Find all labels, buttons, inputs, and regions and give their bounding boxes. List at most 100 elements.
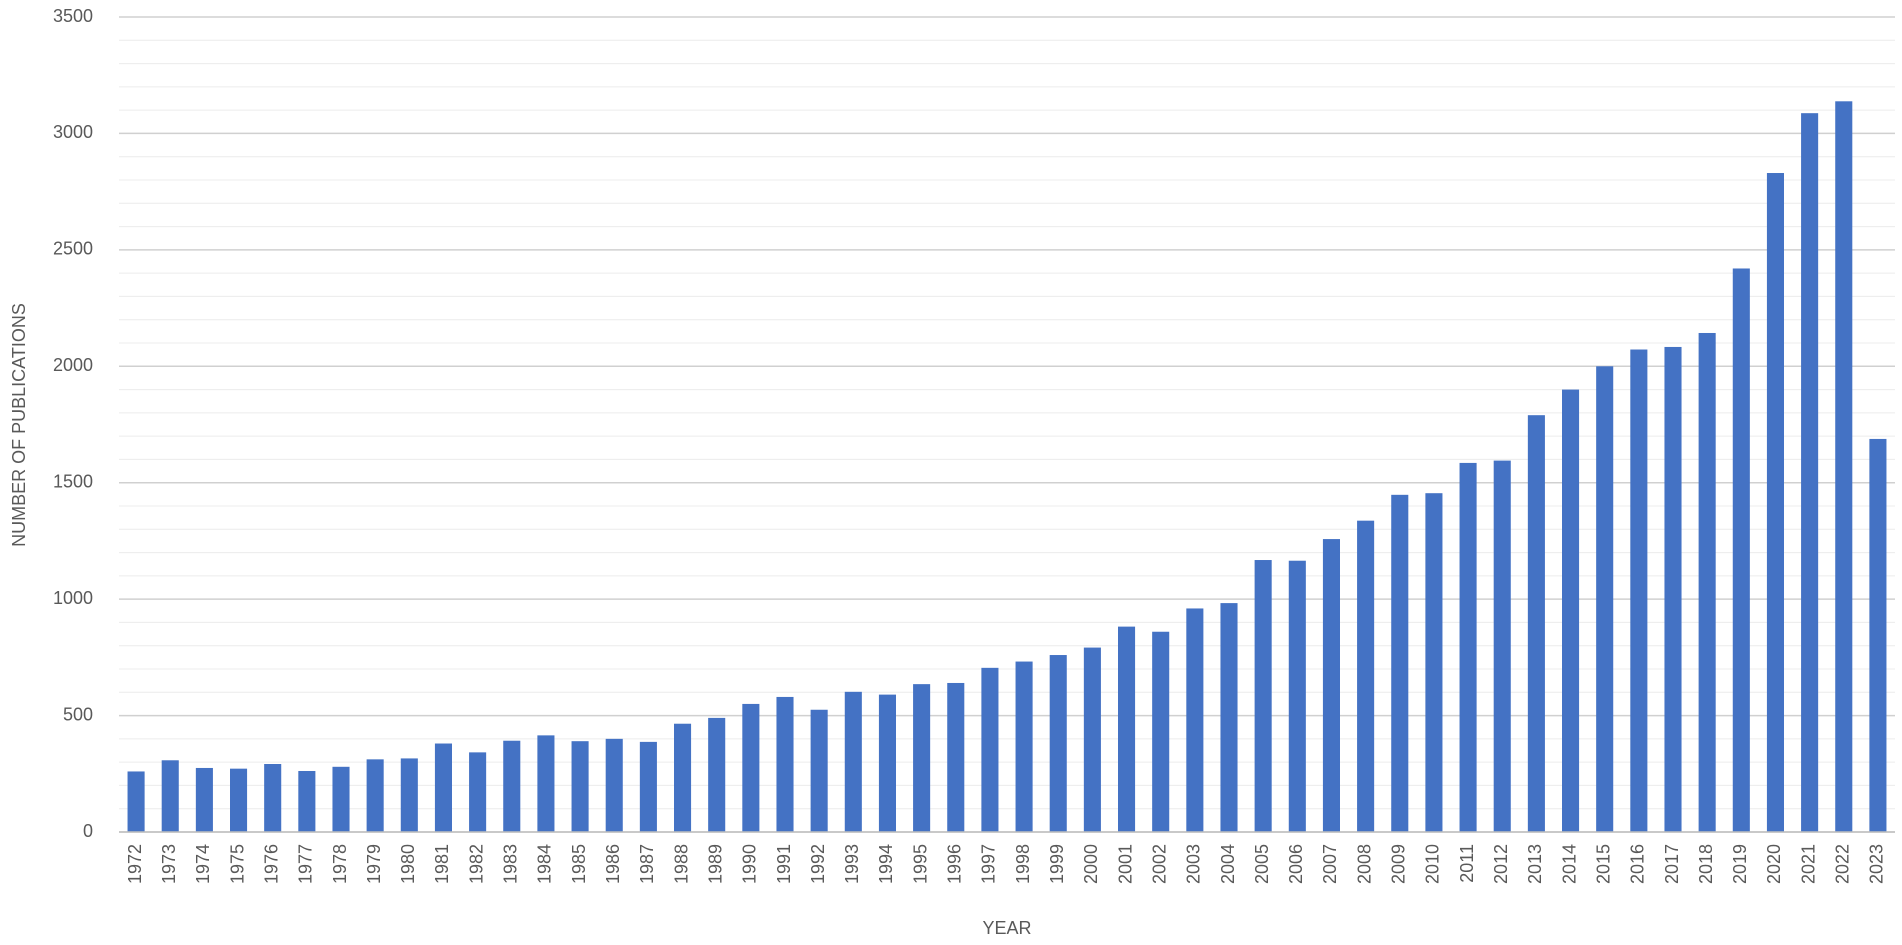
bar [878, 694, 896, 832]
x-tick-label: 1972 [125, 844, 145, 884]
bar [1493, 460, 1511, 832]
x-tick-label: 1976 [261, 844, 281, 884]
x-tick-label: 2021 [1798, 844, 1818, 884]
bar [571, 741, 589, 832]
x-tick-label: 1987 [637, 844, 657, 884]
x-tick-label: 2019 [1730, 844, 1750, 884]
x-axis-title: YEAR [982, 918, 1031, 938]
bar [1357, 520, 1375, 832]
bar [1596, 366, 1614, 832]
bar [1766, 173, 1784, 832]
x-tick-label: 1986 [603, 844, 623, 884]
x-tick-label: 1985 [569, 844, 589, 884]
bar [1322, 539, 1340, 832]
bar [913, 684, 931, 832]
x-tick-label: 2017 [1662, 844, 1682, 884]
x-tick-label: 1978 [330, 844, 350, 884]
bar [1152, 631, 1170, 832]
bar [1083, 647, 1101, 832]
bar [264, 764, 282, 832]
x-tick-label: 1994 [876, 844, 896, 884]
x-tick-label: 2022 [1833, 844, 1853, 884]
y-tick-label: 2500 [53, 239, 93, 259]
bar [298, 770, 316, 832]
bar [981, 667, 999, 832]
bar [1288, 560, 1306, 832]
y-tick-label: 0 [83, 821, 93, 841]
bar [230, 768, 248, 832]
x-tick-label: 2014 [1559, 844, 1579, 884]
bar [366, 759, 384, 832]
x-tick-label: 1983 [501, 844, 521, 884]
x-tick-label: 2009 [1389, 844, 1409, 884]
x-tick-label: 1979 [364, 844, 384, 884]
bar [503, 740, 521, 832]
x-tick-label: 2012 [1491, 844, 1511, 884]
x-tick-label: 2020 [1764, 844, 1784, 884]
y-axis-title: NUMBER OF PUBLICATIONS [9, 303, 29, 547]
bar [161, 760, 179, 832]
bar [1254, 560, 1272, 832]
bar [1015, 661, 1033, 832]
bar [1391, 494, 1409, 832]
x-tick-label: 2011 [1457, 844, 1477, 883]
x-tick-label: 2023 [1867, 844, 1887, 884]
x-tick-label: 1999 [1047, 844, 1067, 884]
y-tick-label: 3000 [53, 122, 93, 142]
x-tick-label: 1977 [296, 844, 316, 884]
bar [400, 758, 418, 832]
bar [776, 696, 794, 832]
x-tick-label: 2015 [1593, 844, 1613, 884]
bar [469, 752, 487, 832]
bar [810, 709, 828, 832]
x-tick-label: 2013 [1525, 844, 1545, 884]
bar [1118, 626, 1136, 832]
x-tick-label: 1989 [705, 844, 725, 884]
y-tick-label: 500 [63, 704, 93, 724]
x-tick-label: 1982 [466, 844, 486, 884]
y-tick-label: 3500 [53, 6, 93, 26]
bar [1664, 346, 1682, 832]
bar [1220, 603, 1238, 832]
bar [1459, 462, 1477, 832]
x-tick-label: 1988 [671, 844, 691, 884]
x-tick-label: 1973 [159, 844, 179, 884]
x-tick-label: 2016 [1628, 844, 1648, 884]
bar [1630, 349, 1648, 832]
x-tick-label: 1974 [193, 844, 213, 884]
bar [195, 767, 213, 832]
x-tick-label: 1997 [979, 844, 999, 884]
x-tick-label: 1991 [774, 844, 794, 884]
x-tick-label: 1981 [432, 844, 452, 884]
bar [674, 723, 692, 832]
x-tick-label: 1996 [945, 844, 965, 884]
y-tick-label: 1000 [53, 588, 93, 608]
y-tick-label: 2000 [53, 355, 93, 375]
x-tick-label: 2003 [1184, 844, 1204, 884]
x-tick-label: 2000 [1081, 844, 1101, 884]
bar [947, 682, 965, 832]
bar [708, 717, 726, 832]
x-tick-label: 2007 [1320, 844, 1340, 884]
bar [742, 703, 760, 832]
x-tick-label: 1993 [842, 844, 862, 884]
bar [1562, 389, 1580, 832]
bar [1732, 268, 1750, 832]
x-tick-label: 2001 [1115, 844, 1135, 884]
bar [1186, 608, 1204, 832]
bar [1801, 113, 1819, 833]
x-tick-label: 1998 [1013, 844, 1033, 884]
bar [605, 738, 623, 832]
x-tick-label: 2018 [1696, 844, 1716, 884]
x-tick-label: 1984 [535, 844, 555, 884]
x-tick-label: 1995 [910, 844, 930, 884]
x-tick-label: 2006 [1286, 844, 1306, 884]
bar [537, 735, 555, 832]
x-tick-label: 2010 [1423, 844, 1443, 884]
x-tick-label: 1980 [398, 844, 418, 884]
bar [844, 691, 862, 832]
bar [1425, 493, 1443, 832]
x-tick-label: 1992 [808, 844, 828, 884]
bar [1835, 101, 1853, 832]
